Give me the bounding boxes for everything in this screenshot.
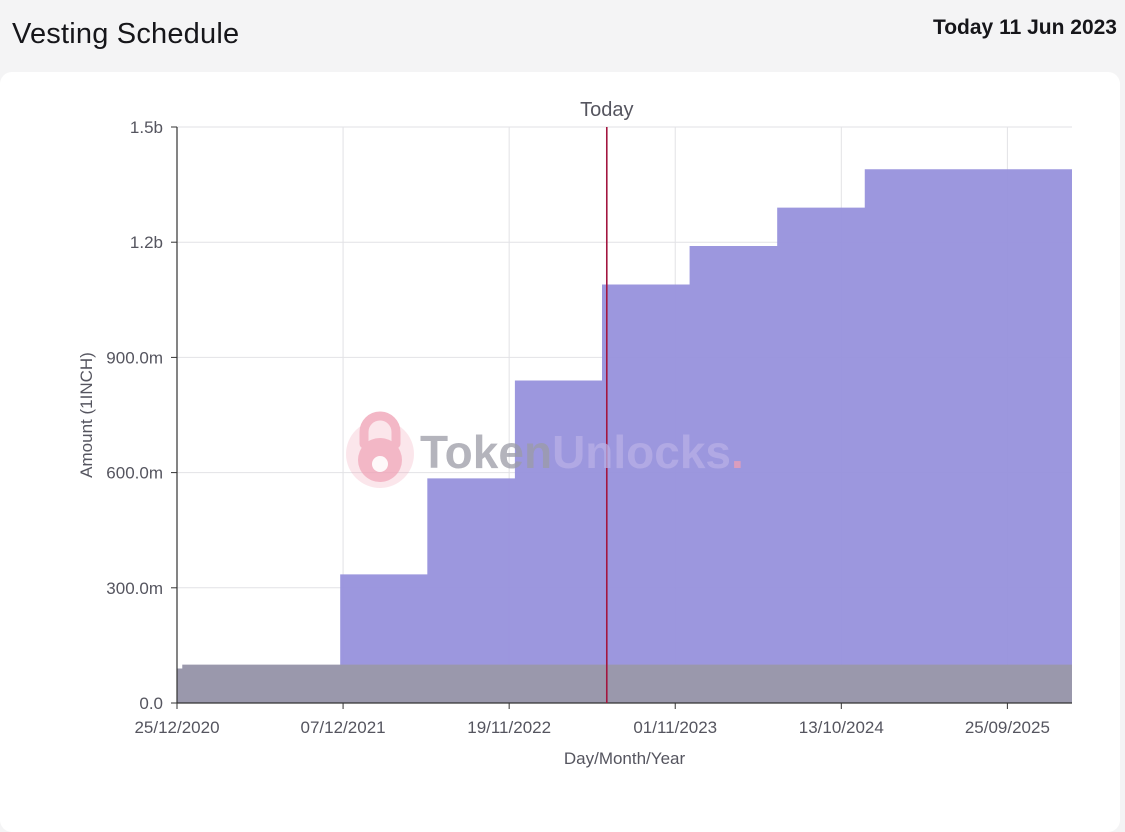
y-tick-label: 1.5b [130,118,163,137]
watermark: TokenUnlocks. [346,411,744,488]
axes: 0.0 300.0m 600.0m 900.0m 1.2b 1.5b 25/12/2020 0… [77,118,1072,768]
x-tick-label: 25/12/2020 [134,718,219,737]
y-tick-label: 300.0m [106,579,163,598]
watermark-dot: . [731,426,744,478]
svg-text:TokenUnlocks.: TokenUnlocks. [420,426,744,478]
today-date-label: Today 11 Jun 2023 [932,16,1117,39]
lock-logo-icon [346,411,414,488]
series-area-unlocked[interactable] [177,169,1072,703]
x-tick-label: 07/12/2021 [301,718,386,737]
x-tick-label: 19/11/2022 [467,718,551,737]
y-axis-title: Amount (1INCH) [77,352,96,478]
x-axis-title: Day/Month/Year [564,749,686,768]
vesting-chart[interactable]: 0.0 300.0m 600.0m 900.0m 1.2b 1.5b 25/12/2020 0… [0,72,1120,819]
x-tick-label: 25/09/2025 [965,718,1050,737]
page-title: Vesting Schedule [12,18,240,50]
y-tick-label: 0.0 [139,694,163,713]
series-layer[interactable] [177,169,1072,703]
y-tick-label: 600.0m [106,464,163,483]
watermark-token: Token [420,426,552,478]
chart-card: 0.0 300.0m 600.0m 900.0m 1.2b 1.5b 25/12/2020 0… [0,72,1120,832]
watermark-unlocks: Unlocks [552,426,731,478]
today-line-label: Today [580,99,633,121]
series-area-base[interactable] [177,664,1072,703]
x-tick-label: 13/10/2024 [799,718,884,737]
x-tick-label: 01/11/2023 [633,718,717,737]
y-tick-label: 900.0m [106,348,163,367]
y-tick-label: 1.2b [130,233,163,252]
today-marker: Today [580,99,633,703]
